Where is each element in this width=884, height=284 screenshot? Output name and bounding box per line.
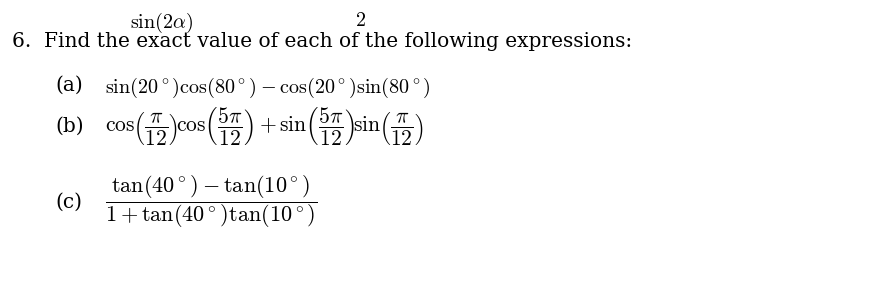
Text: $\dfrac{\tan(40^\circ) - \tan(10^\circ)}{1 + \tan(40^\circ)\tan(10^\circ)}$: $\dfrac{\tan(40^\circ) - \tan(10^\circ)}… xyxy=(105,174,317,231)
Text: $\sin(20^\circ)\cos(80^\circ) - \cos(20^\circ)\sin(80^\circ)$: $\sin(20^\circ)\cos(80^\circ) - \cos(20^… xyxy=(105,76,431,100)
Text: $\cos\!\left(\dfrac{\pi}{12}\right)\!\cos\!\left(\dfrac{5\pi}{12}\right) + \sin\: $\cos\!\left(\dfrac{\pi}{12}\right)\!\co… xyxy=(105,105,423,147)
Text: $\sin(2\alpha)$: $\sin(2\alpha)$ xyxy=(130,11,194,35)
Text: (a): (a) xyxy=(55,76,83,95)
Text: (c): (c) xyxy=(55,193,82,212)
Text: 6.  Find the exact value of each of the following expressions:: 6. Find the exact value of each of the f… xyxy=(12,32,632,51)
Text: $2$: $2$ xyxy=(355,11,366,30)
Text: (b): (b) xyxy=(55,116,84,135)
